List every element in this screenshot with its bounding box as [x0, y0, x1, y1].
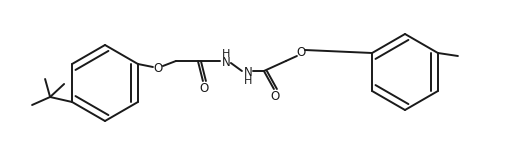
Text: N: N	[244, 66, 252, 79]
Text: O: O	[200, 82, 209, 94]
Text: O: O	[153, 63, 163, 76]
Text: O: O	[271, 89, 280, 102]
Text: H: H	[222, 49, 230, 59]
Text: O: O	[296, 45, 306, 58]
Text: N: N	[221, 55, 230, 69]
Text: H: H	[244, 76, 252, 86]
